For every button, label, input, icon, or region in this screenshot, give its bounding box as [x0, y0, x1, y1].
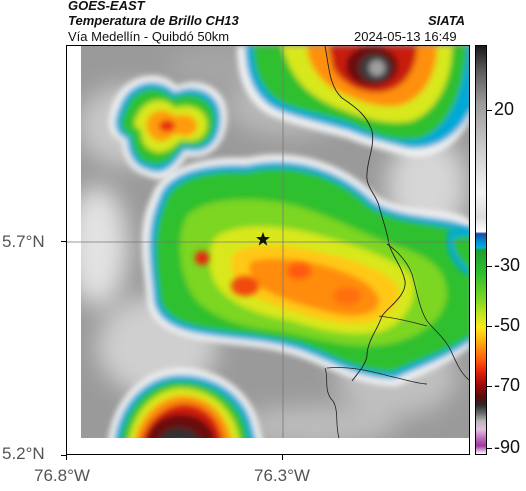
brightness-temperature-field	[67, 46, 469, 454]
y-label-5.7N: 5.7°N	[2, 232, 45, 251]
route-subtitle: Vía Medellín - Quibdó 50km	[68, 29, 230, 44]
x-tick-76.3	[282, 455, 283, 460]
x-tick-76.8	[66, 455, 67, 460]
y-tick-5.2	[61, 455, 66, 456]
cb-label-m90: -90	[494, 437, 521, 457]
cb-label-m50: -50	[494, 315, 521, 335]
satellite-title: GOES-EAST	[68, 0, 145, 13]
cb-label-m30: -30	[494, 255, 521, 275]
cb-tick-m30	[487, 266, 492, 267]
y-tick-5.7	[61, 241, 66, 242]
cb-tick-20	[487, 110, 492, 111]
x-label-76.8W: 76.8°W	[34, 466, 90, 485]
cb-tick-m50	[487, 326, 492, 327]
cb-label-m70: -70	[494, 375, 521, 395]
cb-label-20: 20	[494, 99, 515, 119]
temperature-colorbar	[475, 45, 487, 455]
org-label: SIATA	[428, 13, 466, 28]
cb-tick-m90	[487, 448, 492, 449]
location-star-marker	[256, 232, 270, 246]
cb-tick-m70	[487, 386, 492, 387]
datetime-label: 2024-05-13 16:49	[354, 29, 457, 44]
product-title: Temperatura de Brillo CH13	[68, 13, 239, 28]
satellite-map	[66, 45, 470, 455]
x-label-76.3W: 76.3°W	[254, 466, 310, 485]
y-label-5.2N: 5.2°N	[2, 444, 45, 463]
